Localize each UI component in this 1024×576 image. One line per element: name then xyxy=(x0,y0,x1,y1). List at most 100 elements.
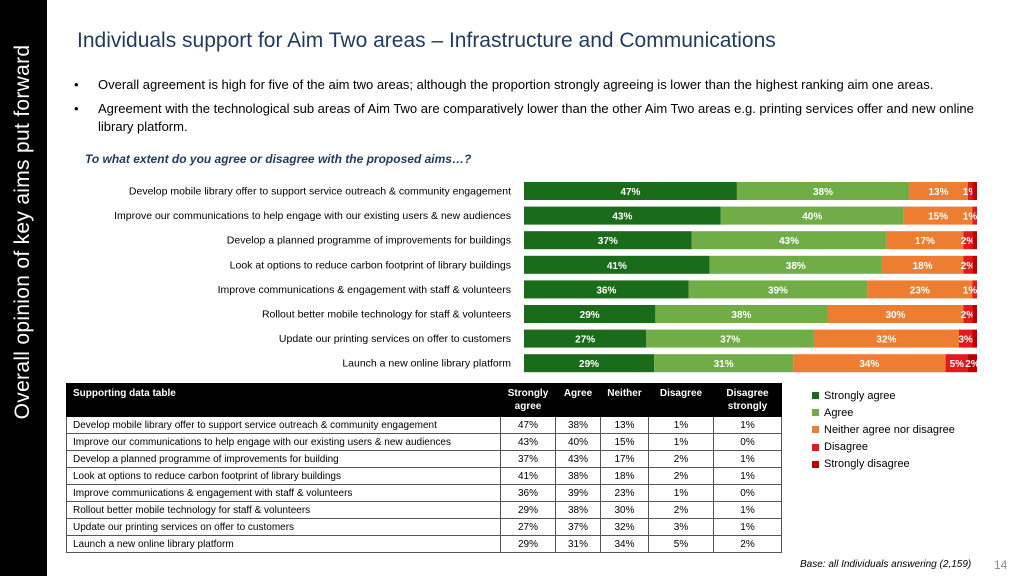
table-cell: 0% xyxy=(713,484,782,502)
category-label: Rollout better mobile technology for sta… xyxy=(262,309,511,321)
table-cell: 1% xyxy=(648,416,714,434)
row-label: Update our printing services on offer to… xyxy=(66,518,501,536)
legend-item: Strongly agree xyxy=(812,387,955,404)
bar-segment xyxy=(867,280,973,299)
legend-swatch xyxy=(812,443,819,451)
table-cell: 1% xyxy=(648,433,714,451)
data-label: 31% xyxy=(714,359,734,370)
table-cell: 2% xyxy=(648,450,714,468)
bar-segment xyxy=(736,182,910,200)
bar-segment xyxy=(688,280,868,299)
table-cell: 41% xyxy=(500,467,556,485)
bar-segment xyxy=(972,182,977,200)
base-note: Base: all Individuals answering (2,159) xyxy=(800,559,972,570)
bar-segment xyxy=(524,206,721,225)
bar-segment xyxy=(524,305,656,323)
table-cell: 43% xyxy=(555,450,601,468)
data-label: 36% xyxy=(596,285,616,296)
legend-swatch xyxy=(812,409,819,417)
table-cell: 38% xyxy=(555,416,601,434)
data-label: 3% xyxy=(958,335,973,346)
bullet-symbol: • xyxy=(74,101,79,116)
data-label: 23% xyxy=(910,285,930,296)
table-cell: 2% xyxy=(648,467,714,485)
table-cell: 29% xyxy=(500,535,556,553)
bar-segment xyxy=(691,231,887,250)
data-label: 2% xyxy=(961,310,976,321)
table-cell: 5% xyxy=(648,535,714,553)
table-cell: 40% xyxy=(555,433,601,451)
category-label: Look at options to reduce carbon footpri… xyxy=(230,259,511,271)
table-cell: 1% xyxy=(713,416,782,434)
table-header: Disagree xyxy=(648,383,714,417)
bar-segment xyxy=(827,305,964,323)
bullet-point: • Agreement with the technological sub a… xyxy=(74,100,992,136)
bar-segment xyxy=(972,255,977,274)
table-header: Strongly agree xyxy=(500,383,556,417)
table-cell: 17% xyxy=(600,450,649,468)
bar-segment xyxy=(709,255,882,274)
bar-segment xyxy=(967,182,973,200)
row-label: Develop mobile library offer to support … xyxy=(66,416,501,434)
table-cell: 18% xyxy=(600,467,649,485)
data-label: 37% xyxy=(598,236,618,247)
page-title: Individuals support for Aim Two areas – … xyxy=(77,29,776,52)
table-row: Develop mobile library offer to support … xyxy=(66,416,782,434)
table-row: Look at options to reduce carbon footpri… xyxy=(66,467,782,485)
data-label: 29% xyxy=(580,310,600,321)
legend-item: Neither agree nor disagree xyxy=(812,421,955,438)
table-row: Update our printing services on offer to… xyxy=(66,518,782,536)
data-label: 38% xyxy=(731,310,751,321)
table-header: Supporting data table xyxy=(66,383,501,417)
row-label: Rollout better mobile technology for sta… xyxy=(66,501,501,519)
bar-segment xyxy=(654,354,794,373)
data-label: 5% xyxy=(950,359,965,370)
table-cell: 37% xyxy=(555,518,601,536)
category-label: Develop a planned programme of improveme… xyxy=(227,235,511,247)
legend-label: Agree xyxy=(824,406,854,419)
table-cell: 39% xyxy=(555,484,601,502)
data-label: 34% xyxy=(859,359,879,370)
legend-swatch xyxy=(812,460,819,468)
data-label: 2% xyxy=(961,261,976,272)
data-label: 47% xyxy=(620,187,640,198)
bar-segment xyxy=(524,354,655,373)
table-cell: 29% xyxy=(500,501,556,519)
legend-label: Strongly agree xyxy=(824,389,896,402)
stacked-bar-chart: Develop mobile library offer to support … xyxy=(114,182,978,373)
table-cell: 13% xyxy=(600,416,649,434)
row-label: Improve communications & engagement with… xyxy=(66,484,501,502)
table-cell: 36% xyxy=(500,484,556,502)
data-label: 27% xyxy=(575,335,595,346)
bar-segment xyxy=(655,305,828,323)
table-cell: 2% xyxy=(713,535,782,553)
legend-label: Strongly disagree xyxy=(824,458,910,471)
table-cell: 31% xyxy=(555,535,601,553)
bar-segment xyxy=(972,280,977,299)
table-cell: 2% xyxy=(648,501,714,519)
legend-item: Agree xyxy=(812,404,955,421)
data-label: 43% xyxy=(779,236,799,247)
bar-segment xyxy=(524,255,710,274)
category-label: Develop mobile library offer to support … xyxy=(129,186,511,198)
table-cell: 0% xyxy=(713,433,782,451)
bullet-point: • Overall agreement is high for five of … xyxy=(74,76,992,94)
table-cell: 1% xyxy=(648,484,714,502)
row-label: Develop a planned programme of improveme… xyxy=(66,450,501,468)
table-cell: 38% xyxy=(555,501,601,519)
data-label: 40% xyxy=(802,212,822,223)
table-cell: 3% xyxy=(648,518,714,536)
bar-segment xyxy=(968,354,977,373)
bar-segment xyxy=(958,329,973,348)
data-label: 43% xyxy=(612,212,632,223)
bar-segment xyxy=(524,329,647,348)
table-cell: 27% xyxy=(500,518,556,536)
table-cell: 15% xyxy=(600,433,649,451)
table-cell: 43% xyxy=(500,433,556,451)
table-cell: 47% xyxy=(500,416,556,434)
legend-swatch xyxy=(812,426,819,434)
legend-swatch xyxy=(812,392,819,400)
table-cell: 34% xyxy=(600,535,649,553)
data-label: 1% xyxy=(963,187,978,198)
bar-segment xyxy=(963,231,973,250)
